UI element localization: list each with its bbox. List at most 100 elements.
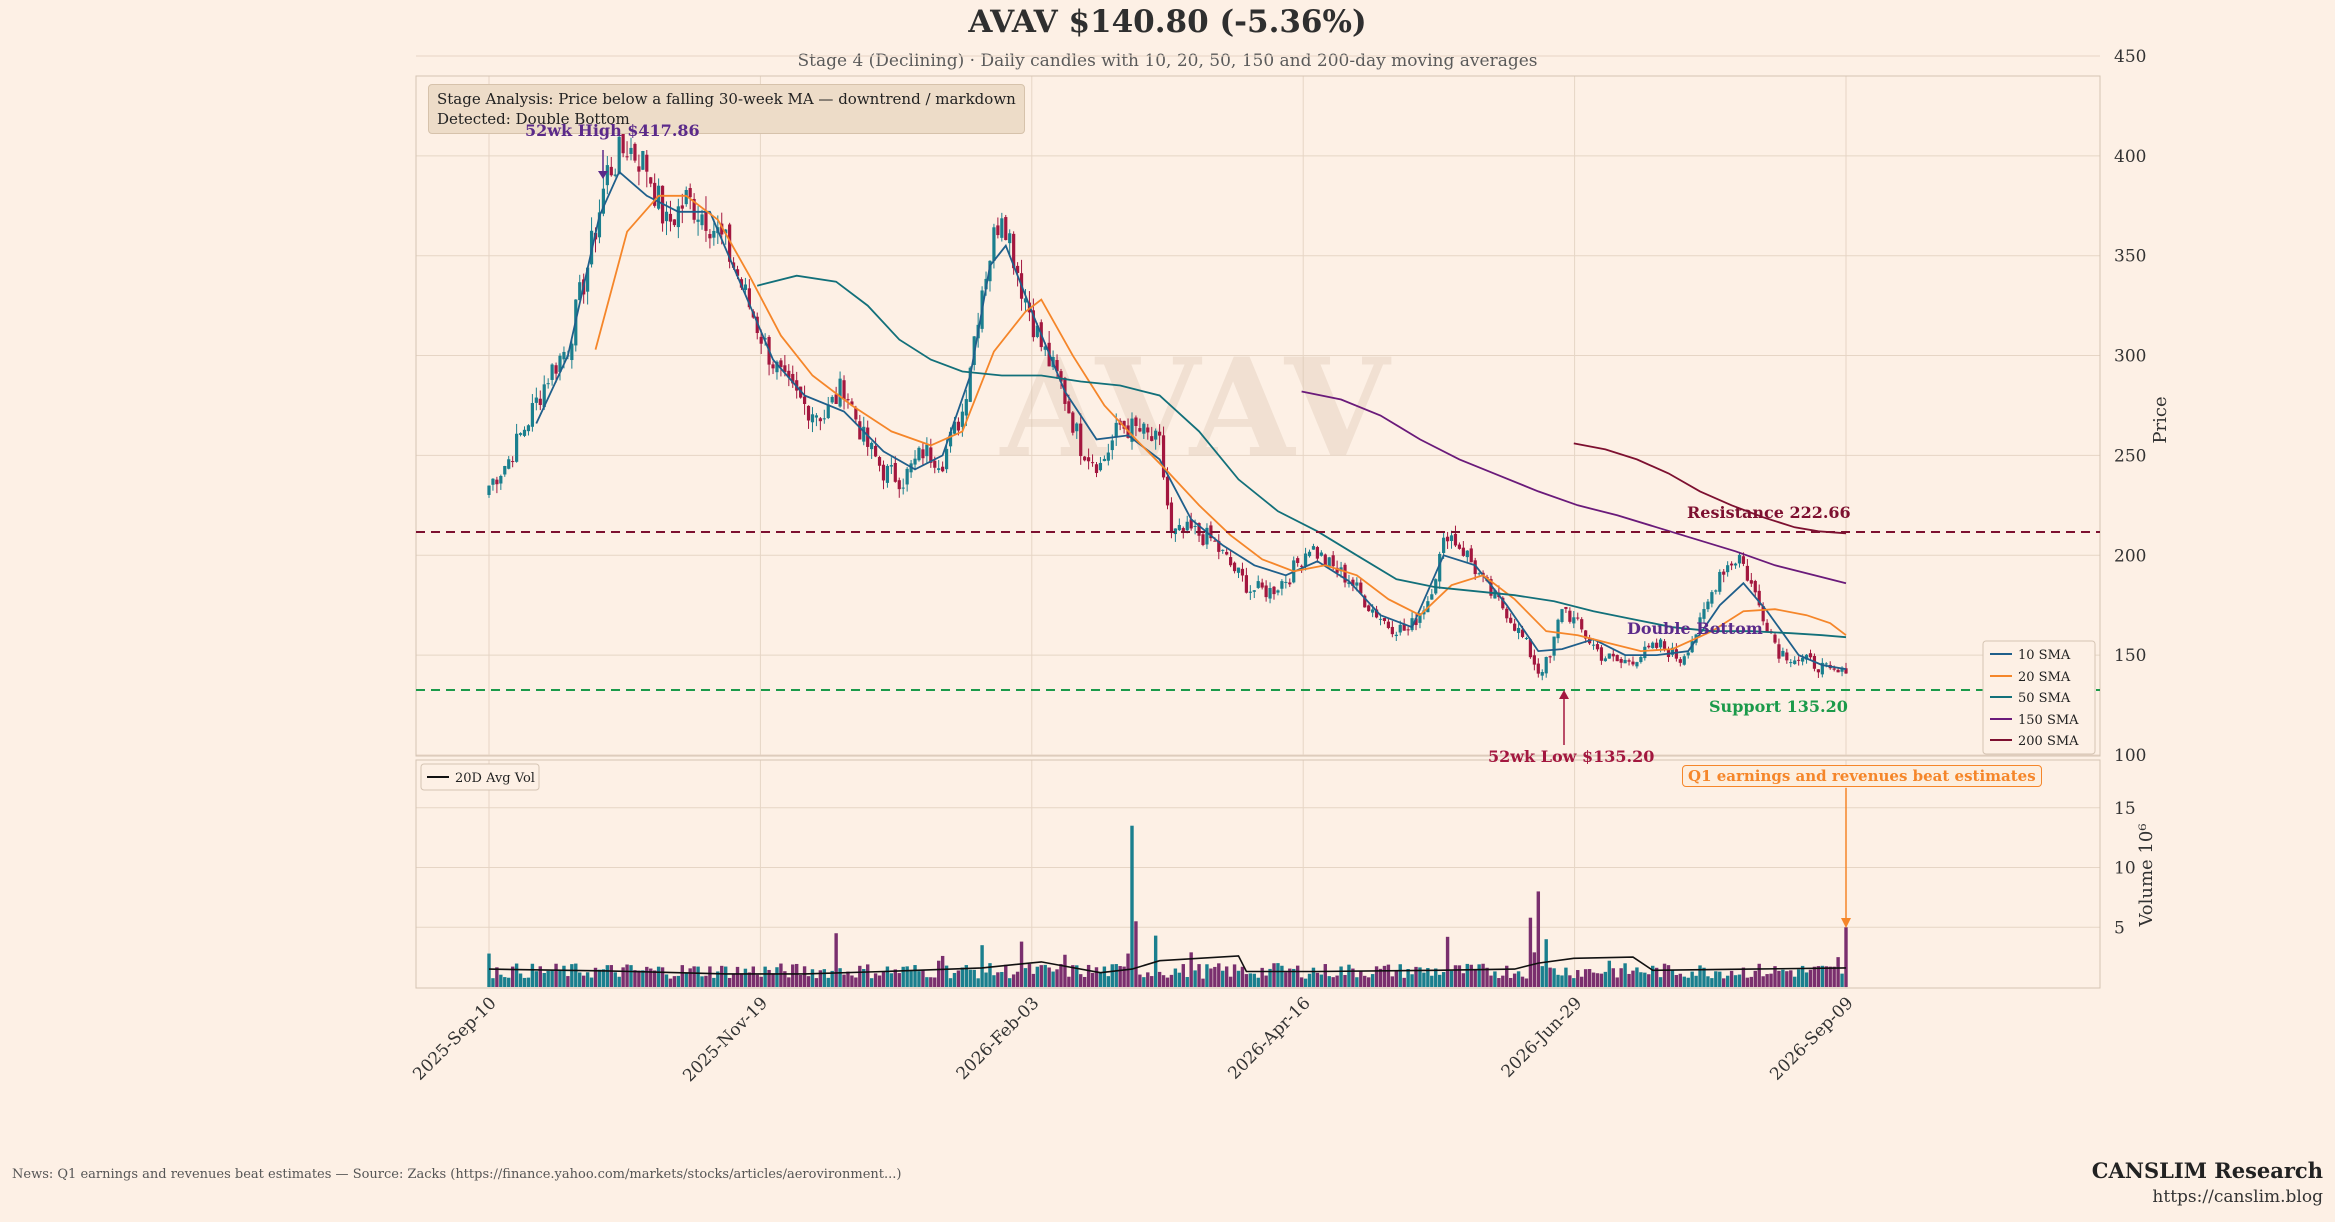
candle-body xyxy=(1785,652,1789,661)
candle-body xyxy=(515,433,519,462)
candle-body xyxy=(1524,637,1529,640)
candle-body xyxy=(1635,662,1639,667)
volume-bar xyxy=(1603,971,1608,987)
volume-bar xyxy=(1299,977,1304,987)
high-annotation: 52wk High $417.86 xyxy=(525,121,700,140)
volume-bar xyxy=(925,977,929,987)
volume-bar xyxy=(1138,974,1142,987)
candle-body xyxy=(1406,629,1410,631)
candle-body xyxy=(1619,659,1623,663)
candle-body xyxy=(771,364,775,369)
volume-bar xyxy=(1355,977,1359,987)
candle-body xyxy=(1138,428,1142,432)
candle-body xyxy=(1844,668,1848,674)
candle-body xyxy=(1568,610,1572,622)
volume-bar xyxy=(1528,917,1533,987)
volume-bar xyxy=(838,968,842,987)
candle-body xyxy=(1280,581,1284,589)
candle-body xyxy=(1548,656,1552,658)
volume-bar xyxy=(487,953,491,987)
volume-bar xyxy=(988,963,992,987)
candle-body xyxy=(617,136,621,175)
volume-bar xyxy=(712,977,716,987)
candle-body xyxy=(495,479,499,485)
candle-body xyxy=(1272,586,1276,595)
watermark: AVAV xyxy=(999,328,1392,487)
volume-bar xyxy=(585,972,590,987)
candle-body xyxy=(854,407,858,420)
candle-body xyxy=(586,267,590,292)
candle-body xyxy=(1726,565,1730,573)
volume-bar xyxy=(787,977,791,987)
volume-bar xyxy=(1327,976,1331,987)
volume-bar xyxy=(593,967,598,987)
volume-bar xyxy=(1422,972,1426,987)
candle-body xyxy=(1205,527,1209,545)
candle-body xyxy=(1154,430,1158,440)
candle-body xyxy=(1359,582,1363,594)
volume-bar xyxy=(806,976,811,987)
volume-bar xyxy=(641,970,645,987)
candle-body xyxy=(1221,549,1225,551)
candle-body xyxy=(944,448,949,470)
volume-bar xyxy=(1647,974,1651,987)
candle-body xyxy=(822,418,826,420)
volume-bar xyxy=(1224,966,1229,987)
candle-body xyxy=(1651,642,1655,649)
candle-body xyxy=(1595,644,1600,650)
volume-bar xyxy=(826,977,830,987)
volume-bar xyxy=(1512,973,1517,987)
volume-bar xyxy=(692,966,696,987)
volume-bar xyxy=(1824,966,1828,987)
candle-body xyxy=(1130,418,1134,442)
candle-body xyxy=(921,449,925,459)
candle-body xyxy=(645,154,649,172)
volume-bar xyxy=(1840,973,1844,987)
volume-bar xyxy=(968,969,972,987)
candle-body xyxy=(759,336,763,344)
candle-body xyxy=(1142,423,1146,434)
candle-body xyxy=(1757,590,1761,606)
volume-bar xyxy=(1209,968,1213,987)
candle-body xyxy=(1374,609,1379,618)
volume-bar xyxy=(1086,964,1091,987)
volume-bar xyxy=(637,970,641,987)
stage-analysis-text: Stage Analysis: Price below a falling 30… xyxy=(437,90,1016,108)
candle-body xyxy=(613,174,617,176)
news-footer: News: Q1 earnings and revenues beat esti… xyxy=(12,1167,902,1182)
candle-body xyxy=(530,403,534,427)
candle-body xyxy=(1615,654,1619,662)
volume-bar xyxy=(1071,965,1075,987)
volume-bar xyxy=(1524,978,1529,987)
candle-body xyxy=(1536,663,1540,674)
volume-bar xyxy=(1201,978,1205,987)
volume-bar xyxy=(1572,978,1576,987)
volume-bar xyxy=(1414,966,1418,987)
candle-body xyxy=(1797,659,1801,661)
volume-bar xyxy=(1276,963,1280,987)
candle-body xyxy=(1639,656,1643,663)
candle-body xyxy=(787,370,791,378)
candle-body xyxy=(692,198,696,220)
candle-body xyxy=(1682,656,1686,665)
volume-bar xyxy=(1382,965,1387,987)
candle-body xyxy=(1008,233,1012,244)
candle-body xyxy=(1576,617,1580,619)
volume-bar xyxy=(1268,968,1272,987)
volume-bar xyxy=(810,969,815,987)
candle-body xyxy=(633,143,637,161)
volume-bar xyxy=(1658,977,1663,987)
candle-body xyxy=(653,182,657,206)
candle-body xyxy=(1560,609,1564,623)
candle-body xyxy=(1382,618,1387,622)
candle-body xyxy=(1584,630,1588,639)
volume-bar xyxy=(992,975,996,987)
volume-bar xyxy=(1228,976,1233,987)
volume-bar xyxy=(629,965,633,987)
volume-bar xyxy=(877,975,882,987)
candle-body xyxy=(814,415,819,418)
volume-bar xyxy=(1639,972,1643,987)
candle-body xyxy=(1296,558,1300,563)
volume-bar xyxy=(1359,971,1363,987)
candle-body xyxy=(1390,626,1394,635)
